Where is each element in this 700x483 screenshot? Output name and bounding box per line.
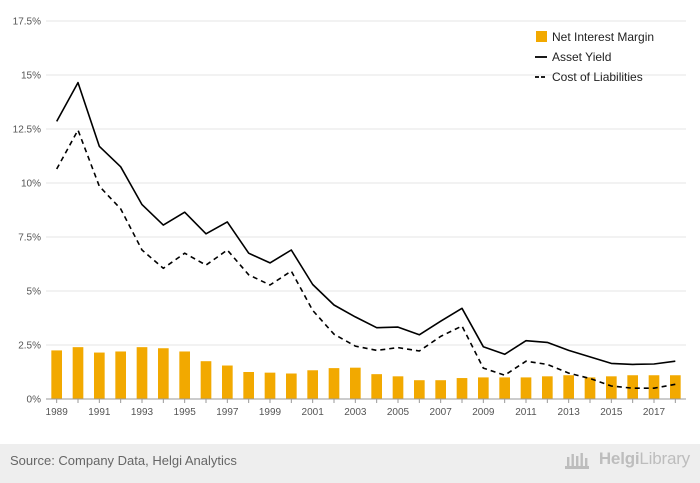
bar xyxy=(584,377,596,399)
bar xyxy=(371,374,382,399)
legend-label: Asset Yield xyxy=(552,50,611,64)
legend-label: Net Interest Margin xyxy=(552,30,654,44)
y-tick-label: 17.5% xyxy=(13,17,41,28)
x-tick-label: 2009 xyxy=(472,407,495,418)
bar xyxy=(627,375,638,399)
x-axis: 1989 1991 1993 1995 1997 1999 2001 2003 2005 2007… xyxy=(46,398,686,418)
legend: Net Interest Margin Asset Yield Cost of Li… xyxy=(535,30,654,84)
x-tick-label: 2005 xyxy=(387,407,410,418)
y-tick-label: 10% xyxy=(21,179,41,190)
bar xyxy=(542,376,553,399)
bar xyxy=(200,361,212,399)
chart-svg: 0% 2.5% 5% 7.5% 10% 12.5% 15% 17.5% 1989 1991 199… xyxy=(13,17,686,418)
footer: Source: Company Data, Helgi Analytics He… xyxy=(0,444,700,483)
bar xyxy=(350,367,361,399)
y-tick-label: 2.5% xyxy=(18,341,41,352)
brand-logo: HelgiLibrary xyxy=(564,449,690,470)
bar xyxy=(136,347,148,399)
x-tick-label: 2003 xyxy=(344,407,367,418)
x-tick-label: 1989 xyxy=(46,407,69,418)
bar xyxy=(392,376,404,399)
bar xyxy=(456,378,468,399)
x-tick-label: 1999 xyxy=(259,407,282,418)
x-tick-label: 2015 xyxy=(600,407,623,418)
bar xyxy=(606,376,617,399)
y-tick-label: 15% xyxy=(21,71,41,82)
bar xyxy=(243,372,254,399)
gridlines xyxy=(46,20,686,346)
bar xyxy=(414,380,425,399)
bar xyxy=(648,375,660,399)
y-tick-label: 12.5% xyxy=(13,125,41,136)
bar xyxy=(328,368,340,399)
brand-prefix: Helgi xyxy=(598,449,640,468)
x-tick-label: 2001 xyxy=(302,407,325,418)
y-tick-label: 7.5% xyxy=(18,233,41,244)
line-series xyxy=(55,81,676,390)
x-tick-label: 1997 xyxy=(216,407,239,418)
bar xyxy=(179,351,190,399)
y-tick-label: 0% xyxy=(27,395,42,406)
bar xyxy=(478,377,489,399)
asset-yield-line xyxy=(55,81,676,366)
x-tick-label: 2011 xyxy=(515,407,537,418)
bar xyxy=(307,370,318,399)
bar xyxy=(563,375,574,399)
bar xyxy=(51,350,62,399)
brand-suffix: Library xyxy=(639,449,690,468)
legend-label: Cost of Liabilities xyxy=(552,70,643,84)
bar xyxy=(435,380,446,399)
bar-series xyxy=(51,347,681,399)
chart-area: 0% 2.5% 5% 7.5% 10% 12.5% 15% 17.5% 1989 1991 199… xyxy=(13,17,686,418)
x-tick-label: 2013 xyxy=(558,407,581,418)
y-tick-label: 5% xyxy=(27,287,42,298)
x-tick-label: 1993 xyxy=(131,407,154,418)
source-note: Source: Company Data, Helgi Analytics xyxy=(10,453,237,468)
legend-swatch-bar xyxy=(536,31,547,42)
x-tick-label: 2017 xyxy=(643,407,666,418)
bar xyxy=(264,372,276,399)
x-tick-label: 1995 xyxy=(174,407,197,418)
x-tick-label: 2007 xyxy=(430,407,453,418)
y-axis: 0% 2.5% 5% 7.5% 10% 12.5% 15% 17.5% xyxy=(13,17,41,406)
library-building-icon xyxy=(565,452,590,469)
bar xyxy=(286,373,297,399)
bar xyxy=(115,351,126,399)
bar xyxy=(222,365,233,399)
bar xyxy=(520,377,532,399)
bar xyxy=(158,348,169,399)
bar xyxy=(499,377,510,399)
cost-of-liabilities-line xyxy=(55,129,676,390)
bar xyxy=(72,347,84,399)
bar xyxy=(94,352,105,399)
bar xyxy=(670,375,681,399)
x-tick-label: 1991 xyxy=(88,407,111,418)
